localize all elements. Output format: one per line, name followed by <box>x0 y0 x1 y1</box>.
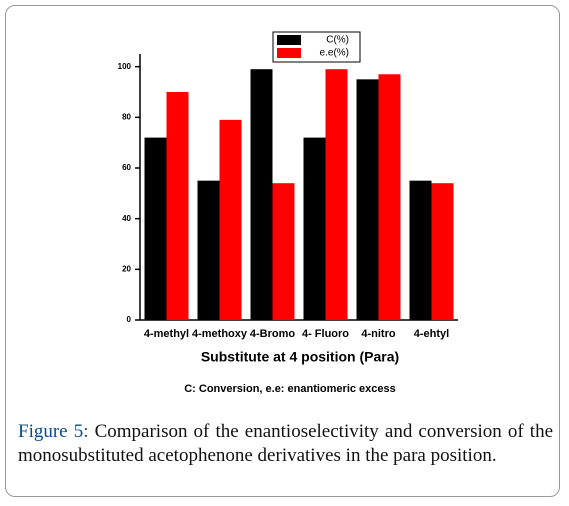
x-axis-title: Substitute at 4 position (Para) <box>201 349 399 365</box>
bar <box>272 183 295 320</box>
bar <box>409 180 432 320</box>
chart: Substitute at 4 position (Para) C: Conve… <box>118 31 458 395</box>
bar <box>166 92 189 320</box>
bar <box>325 69 348 320</box>
bar <box>378 74 401 321</box>
bar <box>144 137 167 320</box>
y-tick-label: 60 <box>122 163 131 172</box>
y-tick-label: 20 <box>122 264 131 273</box>
caption-text: Comparison of the enantioselectivity and… <box>18 421 553 466</box>
x-tick-label: 4-ehtyl <box>414 328 449 340</box>
bar <box>356 79 379 320</box>
y-tick-label: 80 <box>122 112 131 121</box>
legend-label: e.e(%) <box>320 48 349 59</box>
bar <box>219 119 242 320</box>
bar <box>197 180 220 320</box>
x-tick-label: 4-Bromo <box>250 328 296 340</box>
bar <box>250 69 273 320</box>
figure-frame <box>5 5 560 497</box>
x-tick-label: 4-methoxy <box>192 328 248 340</box>
legend-swatch <box>277 35 301 45</box>
legend-label: C(%) <box>326 35 349 46</box>
x-tick-label: 4-nitro <box>361 328 396 340</box>
caption-label: Figure 5: <box>18 421 89 442</box>
bar <box>303 137 326 320</box>
y-tick-label: 0 <box>127 315 132 324</box>
y-tick-label: 100 <box>118 62 132 71</box>
note: C: Conversion, e.e: enantiomeric excess <box>184 383 396 395</box>
x-tick-label: 4- Fluoro <box>302 328 349 340</box>
bar <box>431 183 454 320</box>
y-tick-label: 40 <box>122 214 131 223</box>
caption: Figure 5: Comparison of the enantioselec… <box>18 420 553 468</box>
x-tick-label: 4-methyl <box>144 328 189 340</box>
legend-swatch <box>277 48 301 58</box>
